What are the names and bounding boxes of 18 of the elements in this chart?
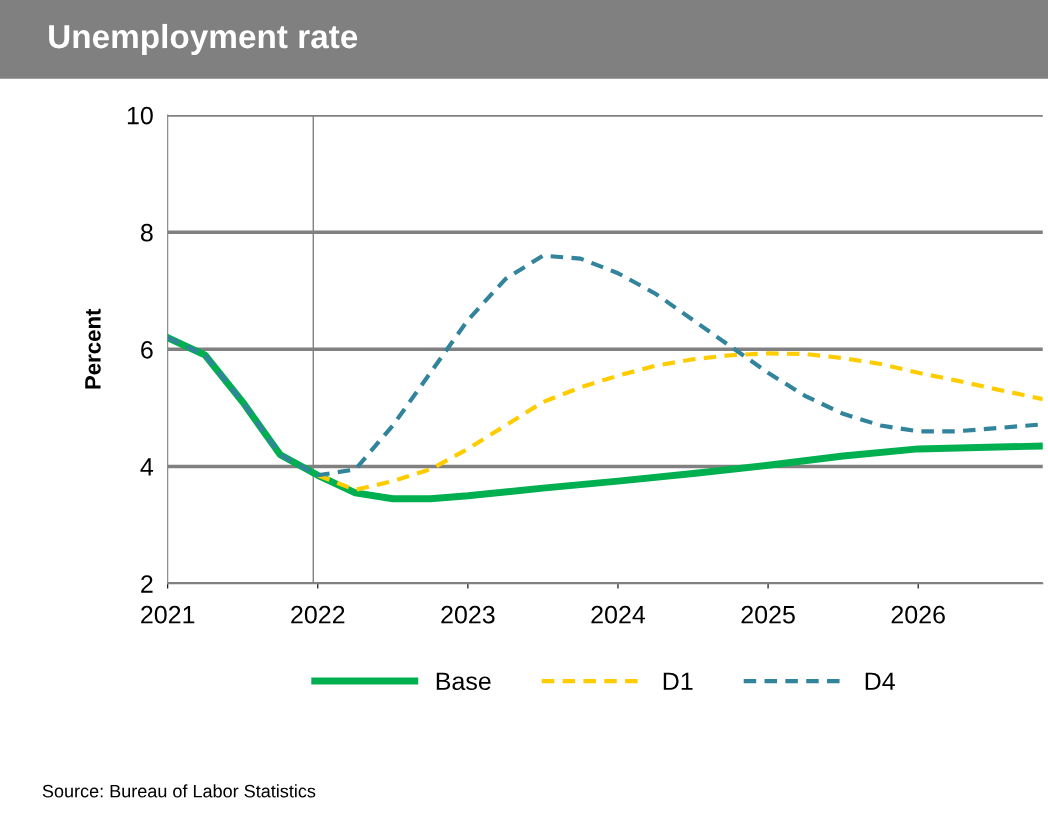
y-tick-label: 8 bbox=[140, 223, 153, 242]
x-tick-label: 2026 bbox=[891, 605, 945, 624]
legend-label: Base bbox=[436, 672, 491, 691]
x-tick-label: 2021 bbox=[141, 605, 195, 624]
x-tick-label: 2022 bbox=[291, 605, 345, 624]
y-tick-label: 2 bbox=[141, 575, 153, 593]
source-note: Source: Bureau of Labor Statistics bbox=[42, 784, 316, 798]
x-tick-label: 2023 bbox=[441, 605, 495, 624]
y-tick-label: 10 bbox=[127, 106, 153, 125]
x-tick-label: 2025 bbox=[741, 605, 795, 624]
x-tick-label: 2024 bbox=[591, 605, 646, 624]
y-axis-title: Percent bbox=[85, 308, 101, 389]
chart-title: Unemployment rate bbox=[49, 23, 358, 55]
legend-label: D4 bbox=[865, 672, 895, 690]
line-series bbox=[315, 351, 1043, 492]
y-tick-label: 6 bbox=[141, 340, 153, 359]
y-tick-label: 4 bbox=[140, 458, 154, 476]
legend-label: D1 bbox=[663, 672, 693, 690]
